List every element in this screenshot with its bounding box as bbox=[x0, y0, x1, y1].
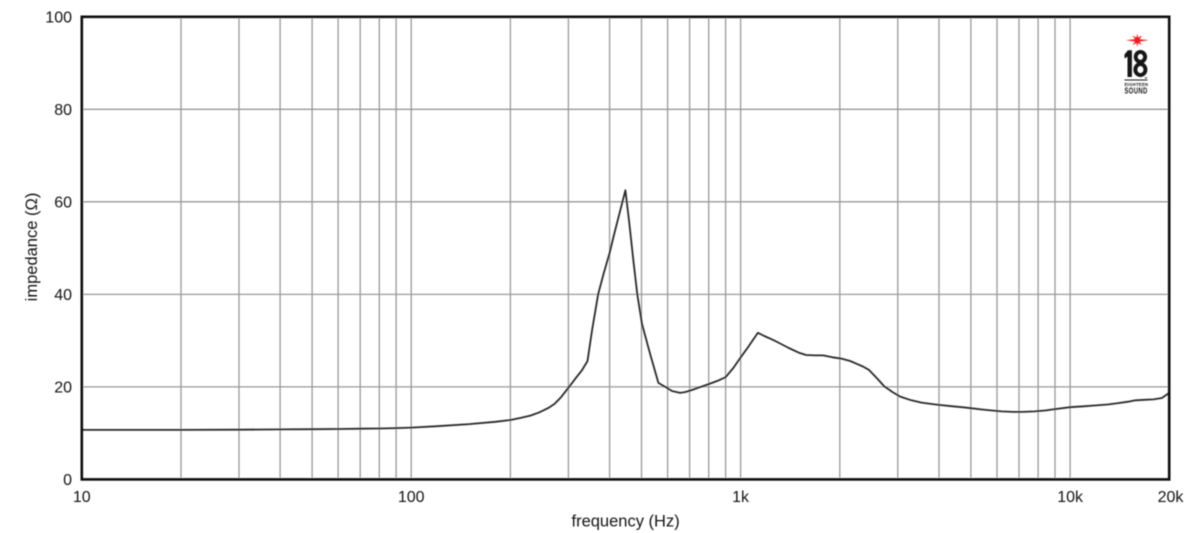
svg-text:impedance (Ω): impedance (Ω) bbox=[23, 193, 41, 302]
svg-text:1k: 1k bbox=[732, 489, 750, 506]
svg-text:SOUND: SOUND bbox=[1125, 88, 1148, 96]
svg-text:80: 80 bbox=[54, 102, 72, 119]
svg-text:40: 40 bbox=[54, 287, 72, 304]
svg-text:10: 10 bbox=[73, 489, 91, 506]
svg-text:100: 100 bbox=[45, 10, 72, 27]
svg-text:100: 100 bbox=[398, 489, 425, 506]
svg-text:10k: 10k bbox=[1057, 489, 1084, 506]
svg-text:20k: 20k bbox=[1158, 489, 1185, 506]
svg-text:20: 20 bbox=[54, 380, 72, 397]
svg-text:EIGHTEEN: EIGHTEEN bbox=[1125, 82, 1149, 87]
svg-text:60: 60 bbox=[54, 195, 72, 212]
svg-text:frequency (Hz): frequency (Hz) bbox=[571, 512, 679, 530]
svg-text:0: 0 bbox=[63, 472, 72, 489]
